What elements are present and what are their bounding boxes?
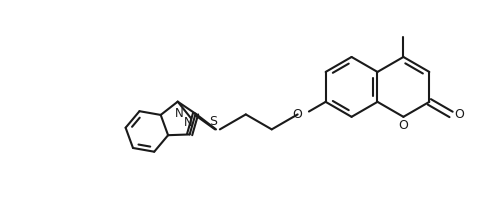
- Text: N: N: [175, 108, 184, 121]
- Text: O: O: [292, 108, 302, 121]
- Text: O: O: [455, 108, 464, 121]
- Text: N: N: [185, 116, 193, 129]
- Text: S: S: [210, 115, 217, 128]
- Text: O: O: [398, 119, 408, 132]
